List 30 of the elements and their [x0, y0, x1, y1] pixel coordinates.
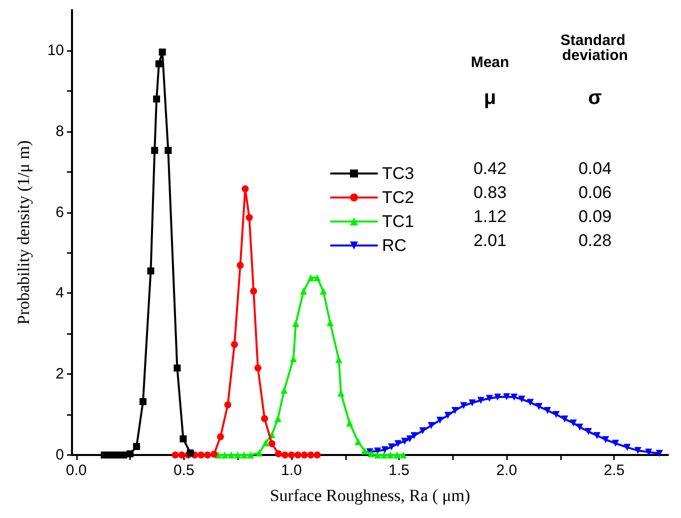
annotation: μ [484, 87, 496, 109]
x-axis-title: Surface Roughness, Ra ( μm) [270, 486, 470, 505]
annotation: 0.09 [578, 207, 612, 226]
annotation: 2.01 [473, 231, 507, 250]
x-tick-label: 0.0 [66, 462, 87, 479]
annotation: 0.28 [578, 231, 612, 250]
x-tick-label: 1.0 [281, 462, 302, 479]
y-axis-title: Probability density (1/μ m) [14, 140, 33, 325]
legend-label: TC1 [382, 212, 414, 231]
annotation: 0.06 [578, 183, 612, 202]
annotation: σ [588, 87, 602, 109]
annotation: Standard deviation [560, 32, 630, 64]
annotation: Mean [470, 54, 510, 71]
annotation: 0.04 [578, 159, 612, 178]
x-tick-label: 2.5 [604, 462, 625, 479]
x-tick-label: 2.0 [496, 462, 518, 479]
legend-label: TC3 [382, 164, 414, 183]
y-tick-label: 10 [47, 42, 64, 59]
y-tick-label: 2 [56, 366, 64, 383]
y-tick-label: 8 [56, 122, 64, 140]
y-tick-label: 6 [56, 204, 64, 221]
legend-label: TC2 [382, 188, 414, 207]
legend-label: RC [382, 236, 407, 255]
annotation: 0.83 [473, 183, 507, 202]
x-tick-label: 0.5 [173, 462, 194, 479]
x-tick-label: 1.5 [388, 462, 410, 479]
y-tick-label: 0 [56, 446, 64, 464]
annotation: 1.12 [473, 207, 507, 226]
annotation: 0.42 [473, 159, 507, 178]
y-tick-label: 4 [56, 284, 64, 302]
